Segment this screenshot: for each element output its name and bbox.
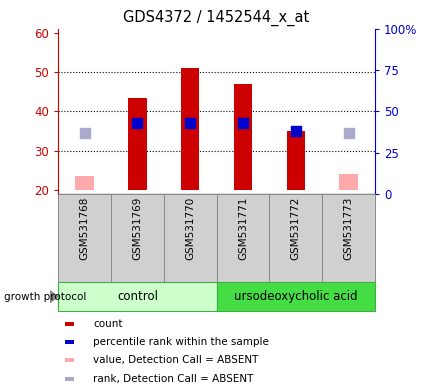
Point [134, 120, 141, 126]
Text: control: control [117, 290, 157, 303]
Point [186, 120, 193, 126]
Text: rank, Detection Call = ABSENT: rank, Detection Call = ABSENT [93, 374, 253, 384]
Bar [233, 84, 252, 190]
Text: GSM531773: GSM531773 [343, 197, 353, 260]
Text: GSM531772: GSM531772 [290, 197, 300, 260]
Bar [216, 282, 374, 311]
Bar [128, 98, 146, 190]
Bar [322, 194, 374, 282]
Bar [58, 282, 216, 311]
Text: GSM531771: GSM531771 [237, 197, 247, 260]
Text: ursodeoxycholic acid: ursodeoxycholic acid [233, 290, 357, 303]
Bar [64, 377, 74, 381]
Point [292, 128, 298, 134]
Bar [75, 176, 94, 190]
Bar [286, 131, 304, 190]
Text: percentile rank within the sample: percentile rank within the sample [93, 337, 268, 347]
Text: GSM531770: GSM531770 [185, 197, 195, 260]
Bar [216, 194, 269, 282]
Bar [64, 322, 74, 326]
Bar [58, 194, 111, 282]
Bar [269, 194, 322, 282]
Bar [64, 340, 74, 344]
Text: count: count [93, 319, 122, 329]
Point [344, 130, 351, 136]
Text: growth protocol: growth protocol [4, 291, 86, 302]
Text: GSM531769: GSM531769 [132, 197, 142, 260]
Bar [181, 68, 199, 190]
Polygon shape [49, 290, 58, 303]
Bar [111, 194, 163, 282]
Title: GDS4372 / 1452544_x_at: GDS4372 / 1452544_x_at [123, 10, 309, 26]
Bar [163, 194, 216, 282]
Text: value, Detection Call = ABSENT: value, Detection Call = ABSENT [93, 355, 258, 365]
Point [81, 130, 88, 136]
Bar [338, 174, 357, 190]
Bar [64, 358, 74, 362]
Point [239, 120, 246, 126]
Text: GSM531768: GSM531768 [80, 197, 89, 260]
